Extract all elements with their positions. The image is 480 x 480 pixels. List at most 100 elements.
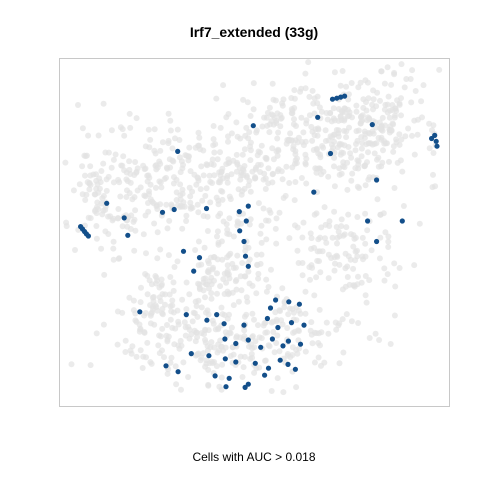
background-point bbox=[350, 232, 357, 239]
background-point bbox=[151, 126, 158, 133]
background-point bbox=[319, 248, 326, 255]
background-point bbox=[364, 227, 371, 234]
background-point bbox=[178, 386, 184, 393]
background-point bbox=[205, 327, 212, 334]
background-point bbox=[348, 154, 355, 161]
background-point bbox=[183, 306, 190, 313]
background-point bbox=[170, 287, 177, 294]
background-point bbox=[287, 130, 294, 137]
background-point bbox=[430, 122, 437, 129]
background-point bbox=[200, 350, 207, 357]
background-point bbox=[349, 170, 356, 177]
background-point bbox=[167, 316, 174, 323]
highlighted-point bbox=[245, 203, 251, 209]
background-point bbox=[302, 85, 309, 92]
background-point bbox=[426, 145, 433, 152]
background-point bbox=[251, 369, 258, 376]
background-point bbox=[265, 165, 272, 172]
background-point bbox=[217, 149, 223, 156]
background-point bbox=[177, 169, 184, 176]
background-point bbox=[302, 151, 309, 158]
background-point bbox=[239, 188, 246, 195]
background-point bbox=[293, 317, 300, 324]
background-point bbox=[114, 341, 121, 348]
background-point bbox=[196, 134, 203, 141]
highlighted-point bbox=[434, 143, 440, 149]
background-point bbox=[333, 224, 340, 230]
background-point bbox=[180, 359, 187, 366]
background-point bbox=[288, 106, 295, 113]
chart-title: Irf7_extended (33g) bbox=[190, 24, 318, 40]
background-point bbox=[291, 197, 298, 204]
background-point bbox=[238, 220, 245, 227]
background-point bbox=[256, 334, 263, 341]
background-point bbox=[212, 141, 219, 148]
background-point bbox=[377, 125, 384, 132]
background-point bbox=[252, 338, 259, 345]
background-point bbox=[240, 172, 247, 179]
background-point bbox=[279, 100, 286, 107]
background-point bbox=[292, 151, 299, 158]
background-point bbox=[146, 144, 153, 151]
background-point bbox=[385, 93, 392, 100]
background-point bbox=[343, 224, 350, 231]
background-point bbox=[204, 268, 211, 275]
highlighted-point bbox=[285, 361, 291, 367]
background-point bbox=[210, 161, 217, 168]
background-point bbox=[270, 170, 276, 177]
background-point bbox=[366, 277, 373, 284]
background-point bbox=[299, 234, 306, 241]
background-point bbox=[325, 173, 332, 180]
background-point bbox=[217, 337, 224, 344]
background-point bbox=[373, 140, 380, 147]
background-point bbox=[336, 261, 343, 268]
background-point bbox=[126, 110, 133, 117]
background-point bbox=[286, 235, 293, 242]
background-point bbox=[168, 308, 175, 315]
background-point bbox=[273, 318, 280, 325]
background-point bbox=[199, 197, 206, 204]
background-point bbox=[362, 240, 369, 247]
background-point bbox=[84, 179, 91, 186]
background-point bbox=[108, 127, 115, 134]
background-point bbox=[227, 196, 234, 203]
background-point bbox=[218, 343, 225, 350]
highlighted-point bbox=[296, 301, 302, 307]
background-point bbox=[350, 265, 357, 272]
background-point bbox=[276, 348, 283, 355]
background-point bbox=[164, 338, 171, 345]
background-point bbox=[229, 289, 236, 296]
background-point bbox=[228, 171, 235, 178]
background-point bbox=[380, 147, 386, 154]
background-point bbox=[341, 164, 348, 171]
background-point bbox=[137, 299, 144, 306]
background-point bbox=[214, 228, 221, 235]
background-point bbox=[163, 201, 170, 208]
background-point bbox=[196, 142, 202, 149]
background-point bbox=[370, 106, 376, 113]
background-point bbox=[409, 67, 416, 74]
background-point bbox=[127, 124, 134, 131]
background-point bbox=[352, 147, 359, 154]
background-point bbox=[245, 268, 252, 275]
highlighted-point bbox=[245, 263, 251, 269]
background-point bbox=[294, 247, 301, 254]
background-point bbox=[208, 281, 215, 288]
background-point bbox=[303, 180, 310, 187]
background-point bbox=[247, 147, 254, 154]
background-point bbox=[235, 298, 242, 305]
background-point bbox=[226, 231, 233, 238]
plot-frame bbox=[59, 58, 450, 407]
background-point bbox=[345, 144, 352, 150]
background-point bbox=[386, 158, 392, 165]
background-point bbox=[306, 264, 313, 271]
background-point bbox=[249, 333, 256, 340]
background-point bbox=[290, 329, 297, 336]
background-point bbox=[141, 192, 148, 199]
background-point bbox=[246, 129, 253, 136]
background-point bbox=[392, 283, 399, 290]
background-point bbox=[308, 123, 315, 130]
background-point bbox=[275, 129, 282, 136]
background-point bbox=[262, 175, 269, 182]
background-point bbox=[203, 185, 210, 192]
